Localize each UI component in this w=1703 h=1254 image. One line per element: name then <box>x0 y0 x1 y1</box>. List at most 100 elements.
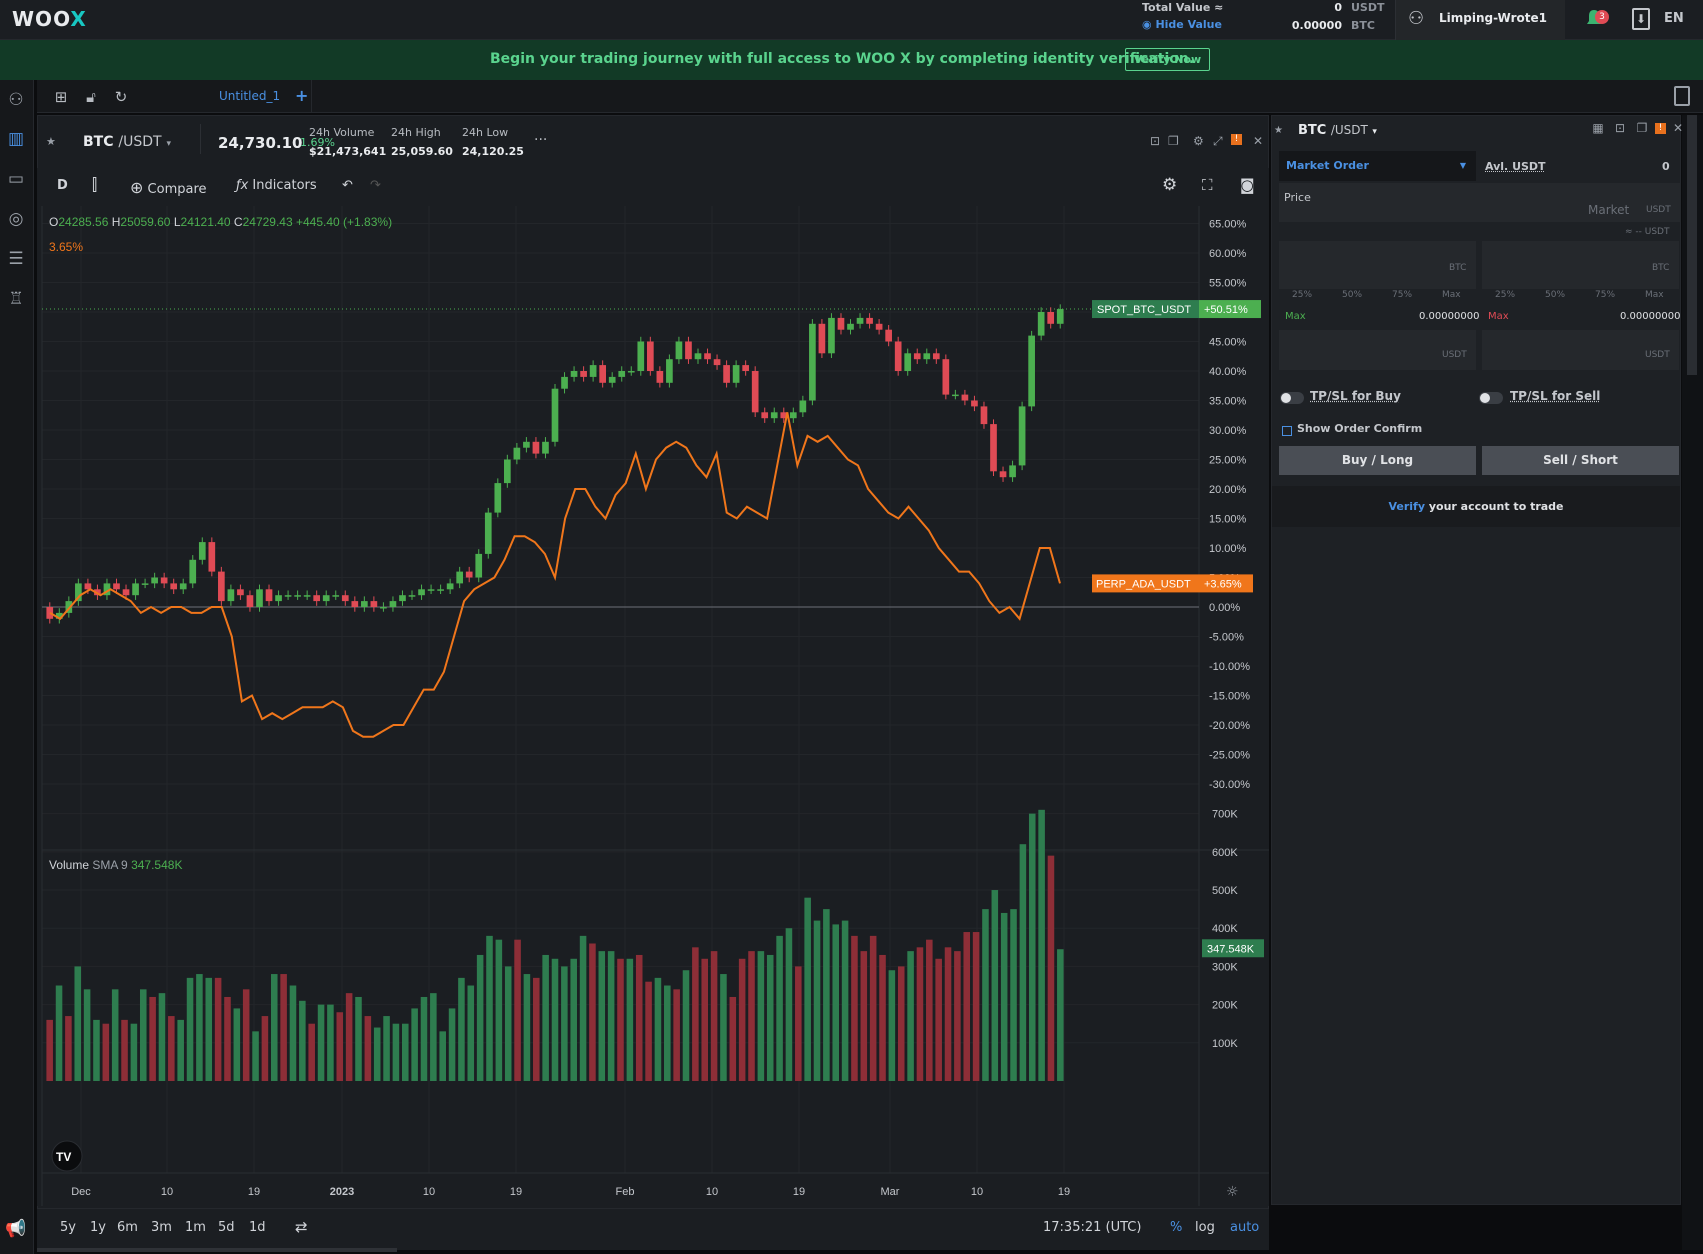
sell-total-input[interactable]: USDT <box>1482 330 1679 370</box>
redo-icon[interactable]: ↷ <box>370 178 381 193</box>
announcement-icon[interactable]: 📢 <box>5 1219 27 1239</box>
candle-body <box>866 317 873 324</box>
show-confirm-checkbox[interactable] <box>1282 426 1292 436</box>
interval-button[interactable]: D <box>57 178 68 193</box>
refresh-icon[interactable]: ↻ <box>114 88 128 106</box>
buy-amount-input[interactable]: BTC <box>1279 241 1476 289</box>
verify-now-button[interactable]: Verify Now <box>1125 48 1210 71</box>
close-icon[interactable]: ✕ <box>1672 121 1684 135</box>
price-chart[interactable]: 70.00%65.00%60.00%55.00%50.00%45.00%40.0… <box>37 206 1269 1206</box>
tradingview-logo[interactable]: TV <box>51 1140 83 1172</box>
copy-icon[interactable]: ❐ <box>1636 121 1648 135</box>
candle-body <box>218 571 225 602</box>
sell-pct-50[interactable]: 50% <box>1545 290 1566 300</box>
settings-icon[interactable]: ⚙ <box>1193 134 1204 148</box>
sell-pct-75[interactable]: 75% <box>1595 290 1616 300</box>
range-1m[interactable]: 1m <box>185 1220 206 1235</box>
trade-chart-icon[interactable]: ▥ <box>7 129 25 149</box>
notification-bell[interactable]: 3 <box>1583 6 1609 32</box>
x-tick-label: 10 <box>423 1186 435 1198</box>
buy-total-input[interactable]: USDT <box>1279 330 1476 370</box>
trophy-icon[interactable]: ♖ <box>8 289 24 309</box>
log-toggle[interactable]: log <box>1195 1220 1215 1235</box>
account-icon[interactable]: ⚇ <box>8 90 24 110</box>
alert-icon[interactable]: ! <box>1231 134 1242 145</box>
date-range-icon[interactable]: ⇄ <box>295 1218 308 1236</box>
indicators-button[interactable]: ƒx Indicators <box>236 178 317 193</box>
download-icon[interactable]: ⬇ <box>1632 8 1650 30</box>
buy-pct-50[interactable]: 50% <box>1342 290 1363 300</box>
fx-icon: ƒx <box>236 178 249 193</box>
candle-body <box>589 365 597 377</box>
favorite-star-icon[interactable]: ★ <box>46 135 56 148</box>
lock-icon[interactable]: 🔓︎ <box>86 88 96 106</box>
order-symbol-quote: /USDT <box>1330 123 1368 137</box>
hide-value-toggle[interactable]: ◉ Hide Value <box>1142 18 1222 31</box>
clock-time[interactable]: 17:35:21 (UTC) <box>1043 1220 1142 1235</box>
fullscreen-icon[interactable]: ⛶ <box>1202 176 1213 194</box>
add-tab-button[interactable]: + <box>295 86 309 105</box>
chart-settings-icon[interactable]: ⚙ <box>1162 175 1178 195</box>
candle-body <box>646 341 654 371</box>
order-symbol-selector[interactable]: BTC /USDT ▾ <box>1298 123 1377 138</box>
ada-series-label: PERP_ADA_USDT +3.65% <box>1092 574 1253 593</box>
volume-bar <box>851 935 858 1081</box>
candle-body <box>751 371 759 413</box>
wallet-icon[interactable]: ▭ <box>7 169 25 189</box>
range-1y[interactable]: 1y <box>90 1220 106 1235</box>
verify-link[interactable]: Verify <box>1388 500 1426 513</box>
user-menu[interactable]: ⚇ Limping-Wrote1 <box>1395 0 1565 40</box>
buy-long-button[interactable]: Buy / Long <box>1279 446 1476 475</box>
buy-pct-75[interactable]: 75% <box>1392 290 1413 300</box>
symbol-base: BTC <box>83 134 114 150</box>
tpsl-buy-toggle[interactable] <box>1280 392 1304 404</box>
woox-logo[interactable]: WOOX <box>12 7 87 31</box>
auto-toggle[interactable]: auto <box>1230 1220 1260 1235</box>
range-5y[interactable]: 5y <box>60 1220 76 1235</box>
volume-bar <box>1038 809 1045 1081</box>
symbol-selector[interactable]: BTC /USDT ▾ <box>83 134 171 150</box>
tpsl-sell-toggle[interactable] <box>1479 392 1503 404</box>
new-layout-icon[interactable]: ⊞ <box>54 88 68 106</box>
lock-icon[interactable]: ⊡ <box>1150 134 1161 148</box>
volume-bar <box>196 974 203 1081</box>
price-change: 1.69% <box>300 136 335 149</box>
undo-icon[interactable]: ↶ <box>342 178 353 193</box>
order-type-select[interactable]: Market Order ▼ <box>1279 151 1476 181</box>
screenshot-icon[interactable]: ◙ <box>1240 176 1255 194</box>
volume-bar <box>111 989 119 1081</box>
sell-pct-25[interactable]: 25% <box>1495 290 1516 300</box>
range-3m[interactable]: 3m <box>151 1220 172 1235</box>
percent-toggle[interactable]: % <box>1170 1220 1183 1235</box>
range-6m[interactable]: 6m <box>117 1220 138 1235</box>
lock-icon[interactable]: ⊡ <box>1614 121 1626 135</box>
earn-icon[interactable]: ◎ <box>8 209 24 229</box>
copy-icon[interactable]: ❐ <box>1168 134 1179 148</box>
sell-pct-max[interactable]: Max <box>1645 290 1664 300</box>
buy-pct-max[interactable]: Max <box>1442 290 1461 300</box>
order-star-icon[interactable]: ★ <box>1274 125 1283 136</box>
calculator-icon[interactable]: ▦ <box>1592 121 1604 135</box>
price-input[interactable]: Price Market USDT <box>1279 183 1681 222</box>
horizontal-scrollbar[interactable] <box>37 1248 397 1252</box>
alert-icon[interactable]: ! <box>1655 123 1666 134</box>
sell-amount-input[interactable]: BTC <box>1482 241 1679 289</box>
language-selector[interactable]: EN <box>1664 11 1684 26</box>
close-icon[interactable]: ✕ <box>1253 134 1264 148</box>
buy-pct-25[interactable]: 25% <box>1292 290 1313 300</box>
range-1d[interactable]: 1d <box>249 1220 266 1235</box>
sell-short-button[interactable]: Sell / Short <box>1482 446 1679 475</box>
tab-untitled-1[interactable]: Untitled_1 <box>182 80 312 113</box>
axis-settings-icon[interactable]: ☼ <box>1226 1184 1239 1200</box>
candle-type-icon[interactable]: ⫿ <box>92 175 98 194</box>
candle-body <box>1009 465 1016 478</box>
compare-button[interactable]: ⊕ Compare <box>130 178 207 197</box>
y-tick-label: 55.00% <box>1209 278 1247 290</box>
research-icon[interactable]: ☰ <box>8 249 24 269</box>
expand-icon[interactable]: ⤢ <box>1213 134 1223 148</box>
scrollbar-thumb[interactable] <box>1687 115 1697 375</box>
range-5d[interactable]: 5d <box>218 1220 235 1235</box>
more-icon[interactable]: ··· <box>534 132 548 148</box>
panel-layout-icon[interactable] <box>1674 86 1690 106</box>
volume-bar <box>224 996 231 1081</box>
